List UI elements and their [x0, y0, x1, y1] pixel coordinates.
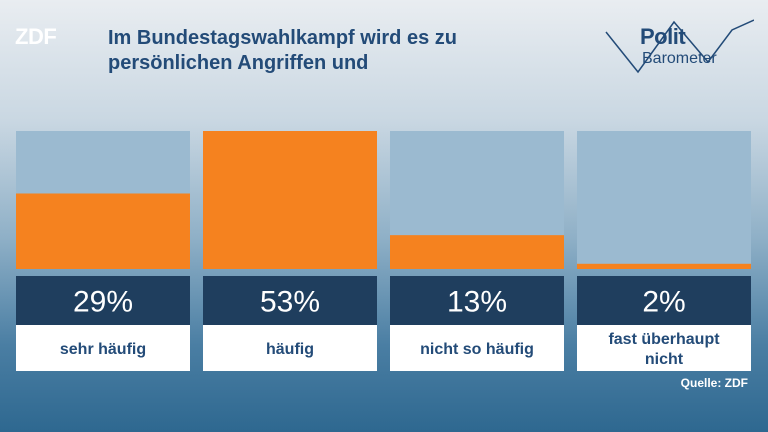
- value-box: [390, 276, 564, 325]
- zdf-logo: ZDF: [15, 24, 85, 49]
- politbarometer-zigzag-icon: [605, 19, 754, 74]
- bar-track: [577, 131, 751, 269]
- category-label: nicht so häufig: [420, 341, 534, 358]
- bar: [16, 193, 190, 269]
- bar: [390, 235, 564, 269]
- zdf-logo-text: ZDF: [15, 24, 57, 49]
- category-label: häufig: [266, 341, 314, 358]
- category-box: [16, 325, 190, 371]
- bar: [577, 263, 751, 269]
- category-label: sehr häufig: [60, 341, 146, 358]
- value-box: [203, 276, 377, 325]
- value-label: 53%: [260, 286, 320, 319]
- value-box: [16, 276, 190, 325]
- source-note: Quelle: ZDF: [680, 376, 748, 390]
- bar: [203, 131, 377, 269]
- logo-barometer-text: Barometer: [642, 50, 717, 67]
- value-label: 2%: [642, 286, 685, 319]
- value-label: 29%: [73, 286, 133, 319]
- category-box: [390, 325, 564, 371]
- category-label: fast überhaupt nicht: [608, 331, 720, 368]
- logo-polit-text: Polit: [640, 24, 686, 49]
- category-box: [203, 325, 377, 371]
- value-label: 13%: [447, 286, 507, 319]
- politbarometer-logo: Polit Barometer: [604, 18, 754, 78]
- page-title: Im Bundestagswahlkampf wird es zu persön…: [108, 27, 457, 74]
- category-box: [577, 325, 751, 371]
- value-box: [577, 276, 751, 325]
